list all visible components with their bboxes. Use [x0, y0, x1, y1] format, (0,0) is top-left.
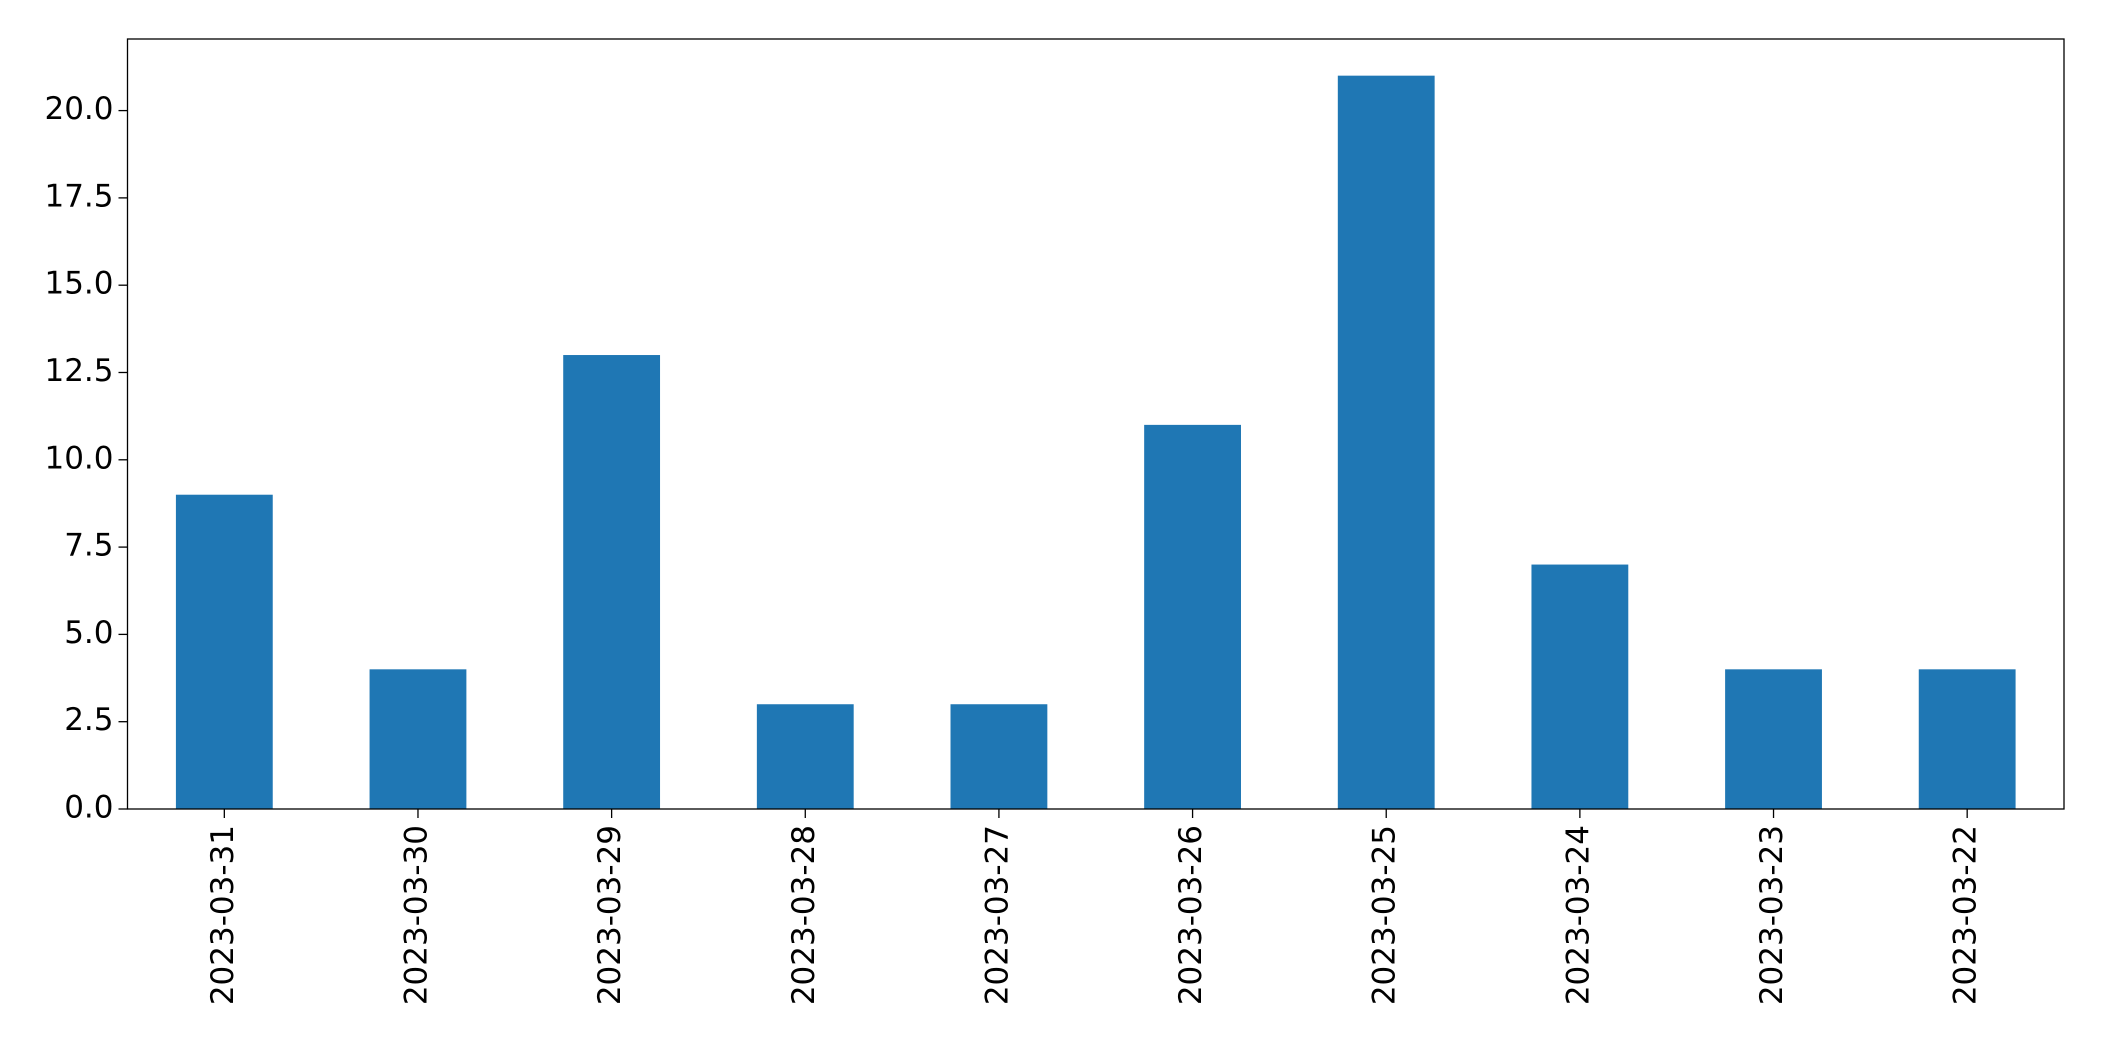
y-tick-label: 2.5 — [64, 702, 113, 738]
bar — [1337, 75, 1435, 809]
y-tick-label: 10.0 — [44, 440, 113, 476]
bar — [1531, 564, 1629, 809]
x-tick-label: 2023-03-28 — [786, 825, 822, 1005]
x-tick-label: 2023-03-27 — [979, 825, 1015, 1005]
x-tick-label: 2023-03-23 — [1754, 825, 1790, 1005]
y-tick-label: 12.5 — [44, 353, 113, 389]
bar — [1144, 424, 1241, 809]
bar — [563, 355, 661, 809]
x-tick-label: 2023-03-25 — [1367, 825, 1403, 1005]
x-tick-label: 2023-03-30 — [398, 825, 434, 1005]
x-tick-label: 2023-03-24 — [1560, 825, 1596, 1005]
bar — [756, 704, 854, 809]
y-tick-label: 15.0 — [44, 266, 113, 302]
x-tick-label: 2023-03-22 — [1948, 825, 1984, 1005]
y-tick-label: 20.0 — [44, 91, 113, 127]
x-tick-label: 2023-03-29 — [592, 825, 628, 1005]
x-tick-label: 2023-03-31 — [205, 825, 241, 1005]
bar — [175, 494, 273, 809]
x-tick-label: 2023-03-26 — [1173, 825, 1209, 1005]
y-tick-label: 0.0 — [64, 790, 113, 826]
y-tick-label: 17.5 — [44, 178, 113, 214]
bar — [1918, 669, 2016, 809]
bar — [1725, 669, 1822, 809]
y-tick-label: 5.0 — [64, 615, 113, 651]
plot-frame — [126, 38, 2065, 810]
bar — [369, 669, 467, 809]
y-tick-label: 7.5 — [64, 528, 113, 564]
bar — [950, 704, 1048, 809]
